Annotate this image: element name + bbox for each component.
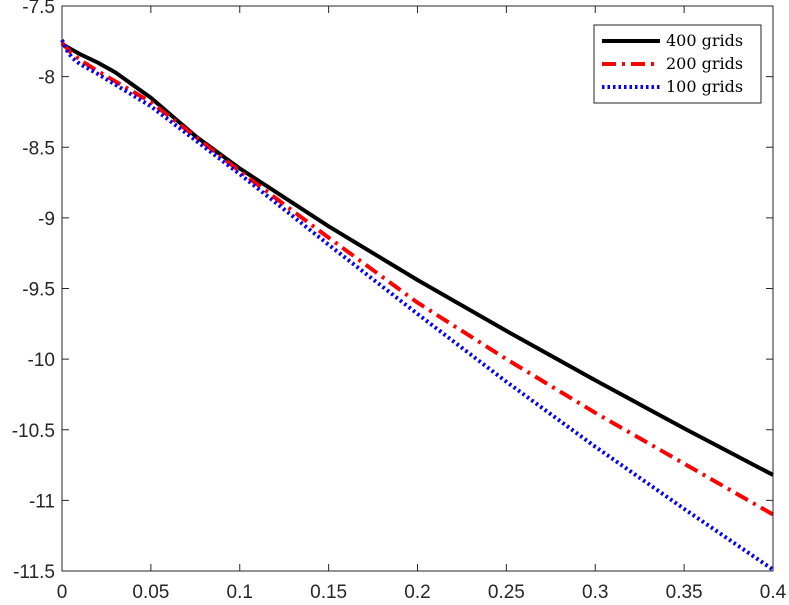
series-line-400-grids bbox=[61, 42, 774, 477]
legend-box bbox=[593, 24, 762, 104]
series-line-200-grids bbox=[60, 41, 774, 517]
y-tick-label: -9.5 bbox=[22, 280, 55, 301]
x-tick-label: 0.15 bbox=[310, 582, 347, 603]
y-tick-label: -8 bbox=[38, 68, 55, 89]
y-tick-label: -8.5 bbox=[22, 138, 55, 159]
y-tick-label: -9 bbox=[38, 209, 55, 230]
axes-layer: 0 0.05 0.1 0.15 0.2 0.25 0.3 0.35 0.4 -7.5 -8 -8.5 -… bbox=[12, 0, 787, 603]
x-tick-label: 0.05 bbox=[132, 582, 169, 603]
y-tick-label: -10.5 bbox=[12, 421, 55, 442]
legend-label: 200 grids bbox=[666, 54, 743, 73]
x-tick-label: 0.1 bbox=[227, 582, 253, 603]
legend: 400 grids 200 grids 100 grids bbox=[593, 24, 762, 104]
x-tick-label: 0.4 bbox=[760, 582, 787, 603]
x-tick-label: 0.25 bbox=[488, 582, 525, 603]
x-tick-label: 0.35 bbox=[666, 582, 703, 603]
y-tick-label: -10 bbox=[28, 350, 55, 371]
y-tick-label: -7.5 bbox=[22, 0, 55, 18]
y-tick-label: -11 bbox=[29, 491, 55, 512]
x-tick-label: 0.2 bbox=[404, 582, 430, 603]
legend-label: 400 grids bbox=[666, 31, 743, 50]
x-tick-label: 0 bbox=[57, 582, 68, 603]
series-layer bbox=[60, 39, 775, 572]
legend-label: 100 grids bbox=[666, 77, 743, 96]
series-line-100-grids bbox=[60, 39, 775, 572]
x-tick-label: 0.3 bbox=[582, 582, 608, 603]
y-tick-label: -11.5 bbox=[13, 562, 55, 583]
